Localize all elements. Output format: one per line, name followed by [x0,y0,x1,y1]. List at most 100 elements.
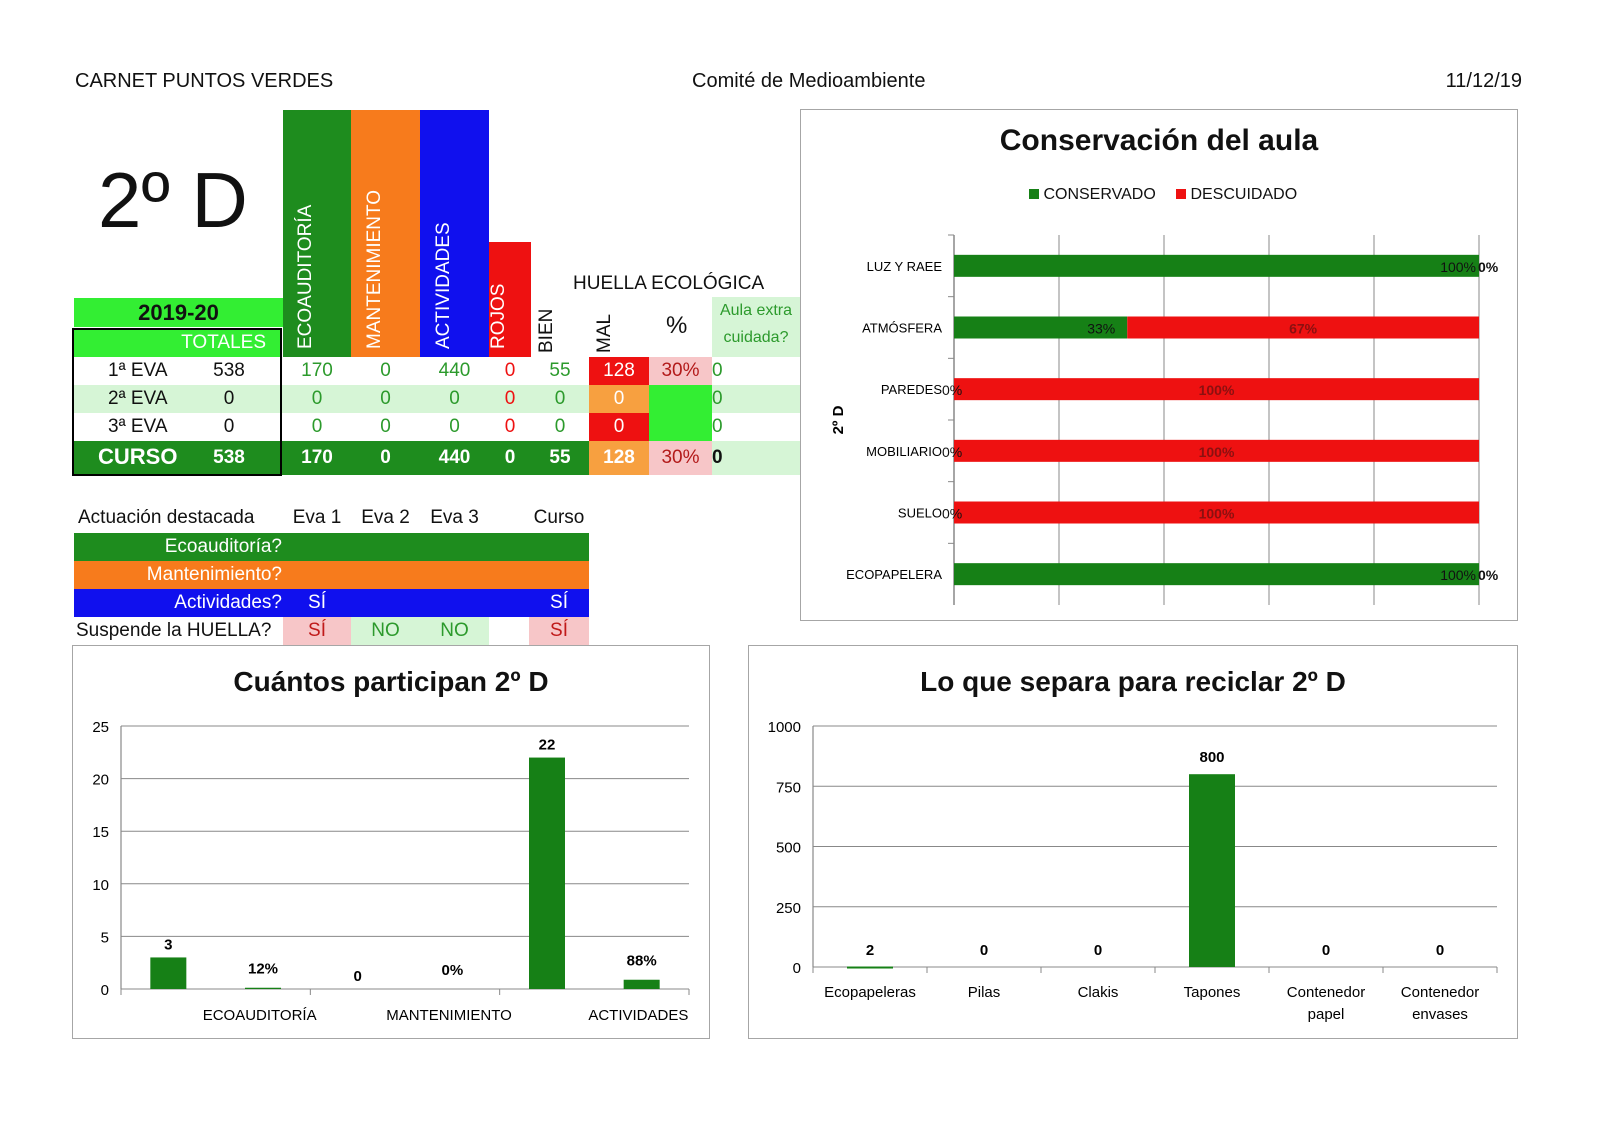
y-tick-label: 500 [776,840,801,857]
data-label: 12% [248,961,278,978]
data-label: 100% [1199,444,1235,460]
data-label: 2 [866,942,874,959]
bar [623,979,660,989]
x-tick-label: MANTENIMIENTO [386,1007,512,1024]
cell-mal: 128 [589,357,649,385]
bar-conservado [954,316,1128,339]
header-center: Comité de Medioambiente [692,70,926,92]
col-header-act: ACTIVIDADES [420,110,489,357]
data-label: 100% [1199,506,1235,522]
col-header-mant: MANTENIMIENTO [351,110,420,357]
data-label: 0% [1478,567,1499,583]
data-label: 67% [1289,321,1318,337]
bar-descuidado [1127,316,1479,339]
actuacion-eco-label: Ecoauditoría? [164,536,282,557]
col-header-mal: MAL [594,313,615,353]
row-total: 538 [213,360,245,381]
bar-descuidado [954,439,1479,462]
cell-aula: 0 [712,416,723,437]
bar [150,957,187,989]
bar-descuidado [954,501,1479,524]
cell-mal: 128 [589,441,649,475]
cell-bien: 55 [549,447,571,468]
y-tick-label: 0 [101,982,109,999]
cell-mant: 0 [380,447,391,468]
cell-aula: 0 [712,441,800,475]
chart-reciclar-title: Lo que separa para reciclar 2º D [920,666,1346,697]
data-label: 3 [164,936,172,953]
data-label: 88% [627,953,657,970]
cell-pct: 30% [649,357,712,385]
actuacion-col-eva1: Eva 1 [292,507,342,528]
row-total: 0 [223,388,235,409]
y-tick-label: 20 [92,772,109,789]
cell-act: 440 [438,360,471,381]
bar-descuidado [954,378,1479,401]
chart-reciclar-panel: Lo que separa para reciclar 2º D 0 250 500… [748,645,1518,1039]
x-tick-label: ECOAUDITORÍA [203,1007,317,1024]
chart-conservacion-title: Conservación del aula [999,124,1319,157]
actuacion-eco-row: Ecoauditoría? [74,533,589,561]
actuacion-act-row: Actividades? SÍ SÍ [74,589,589,617]
x-tick-label: Ecopapeleras [824,984,916,1001]
category-label: SUELO [898,506,942,521]
x-tick-label: ACTIVIDADES [588,1007,688,1024]
row-label: CURSO [98,444,178,469]
actuacion-act-curso: SÍ [550,592,568,613]
class-title: 2º D [98,156,248,244]
cell-bien: 0 [554,388,566,409]
col-header-mant-label: MANTENIMIENTO [363,189,385,349]
actuacion-act-eva1: SÍ [308,592,326,613]
y-tick-label: 15 [92,824,109,841]
legend-swatch [1029,189,1039,199]
cell-pct [649,385,712,413]
col-header-aula: Aula extra cuidada? [712,297,800,357]
bar-conservado [954,254,1479,277]
data-label: 22 [539,737,556,754]
cell-bien: 55 [549,360,571,381]
cell-aula: 0 [712,360,723,381]
chart-participan-title: Cuántos participan 2º D [233,666,549,697]
data-label: 0 [980,942,988,959]
actuacion-col-curso: Curso [533,507,585,528]
cell-rojos: 0 [504,447,516,468]
y-axis-label: 2º D [830,405,847,434]
data-label: 0 [1094,942,1102,959]
bar [529,757,565,989]
data-label: 100% [1199,382,1235,398]
cell-mant: 0 [380,416,391,437]
x-tick-label: papel [1308,1006,1345,1023]
data-label: 0 [353,968,361,985]
data-label: 33% [1087,321,1115,337]
cell-rojos: 0 [504,416,516,437]
row-total: 0 [223,416,235,437]
cell-eco: 0 [311,416,323,437]
year-label: 2019-20 [74,298,283,327]
y-tick-label: 1000 [768,719,801,736]
row-curso: CURSO 538 170 0 440 0 55 128 30% 0 [74,441,800,475]
bar [847,966,893,969]
actuacion-huella-curso: SÍ [529,617,589,645]
x-tick-label: Contenedor [1287,984,1365,1001]
y-tick-label: 750 [776,779,801,796]
cell-pct: 30% [649,441,712,475]
actuacion-col-eva3: Eva 3 [430,507,479,528]
col-header-pct: % [666,312,688,339]
chart-conservacion-panel: Conservación del aula CONSERVADO DESCUID… [800,109,1518,621]
data-label: 100% [1440,259,1476,275]
category-label: LUZ Y RAEE [867,259,943,274]
cell-act: 440 [438,447,471,468]
data-label: 0% [942,444,962,460]
row-eva1: 1ª EVA 538 170 0 440 0 55 128 30% 0 [74,357,800,385]
y-tick-label: 25 [92,719,109,736]
actuacion-mant-row: Mantenimiento? [74,561,589,589]
cell-aula: 0 [712,388,723,409]
header-left: CARNET PUNTOS VERDES [75,70,334,92]
x-tick-label: Contenedor [1401,984,1479,1001]
bar-conservado [954,563,1479,586]
category-label: MOBILIARIO [866,444,942,459]
data-label: 800 [1199,749,1224,766]
huella-label: HUELLA ECOLÓGICA [573,273,765,294]
actuacion-huella-label: Suspende la HUELLA? [76,620,272,641]
category-label: ATMÓSFERA [862,321,942,336]
